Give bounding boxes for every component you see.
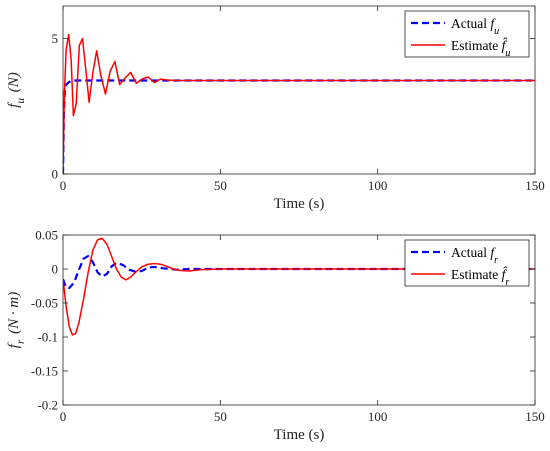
y-tick-label: -0.2 bbox=[37, 398, 58, 413]
x-axis-label: Time (s) bbox=[274, 196, 325, 212]
x-tick-label: 50 bbox=[214, 409, 227, 424]
series-line-estimate bbox=[63, 237, 535, 336]
y-tick-label: -0.15 bbox=[31, 364, 58, 379]
legend-label: Estimate f̂u bbox=[451, 38, 510, 59]
legend-box bbox=[404, 10, 530, 58]
legend-box bbox=[404, 239, 530, 287]
series-line-estimate bbox=[63, 33, 535, 174]
y-axis-label: fr (N · m) bbox=[6, 292, 27, 348]
x-tick-label: 50 bbox=[214, 178, 227, 193]
axes-box bbox=[62, 234, 536, 406]
y-tick-label: 0 bbox=[52, 167, 59, 182]
x-tick-label: 150 bbox=[525, 178, 545, 193]
y-tick-label: -0.05 bbox=[31, 296, 58, 311]
x-tick-label: 0 bbox=[60, 409, 67, 424]
legend-label: Actual fu bbox=[451, 16, 499, 37]
y-tick-label: -0.1 bbox=[37, 330, 58, 345]
axes-box bbox=[62, 5, 536, 175]
legend-label: Estimate f̂r bbox=[451, 267, 509, 288]
legend-label: Actual fr bbox=[451, 245, 498, 266]
x-axis-label: Time (s) bbox=[274, 427, 325, 443]
y-tick-label: 0 bbox=[52, 262, 59, 277]
series-line-actual bbox=[63, 254, 535, 290]
y-tick-label: 5 bbox=[52, 31, 59, 46]
x-tick-label: 100 bbox=[368, 178, 388, 193]
x-tick-label: 0 bbox=[60, 178, 67, 193]
chart-panel-1: 0 50 100 150 0 5 Time (s) fu (N) Actual fuEstima… bbox=[6, 5, 545, 212]
y-axis-label: fu (N) bbox=[6, 72, 27, 108]
y-tick-label: 0.05 bbox=[35, 228, 58, 243]
chart-panel-2: 0 50 100 150 -0.2 -0.15 -0.1 -0.05 0 0.05 Time (s)… bbox=[6, 228, 545, 444]
x-tick-label: 100 bbox=[368, 409, 388, 424]
x-tick-label: 150 bbox=[525, 409, 545, 424]
